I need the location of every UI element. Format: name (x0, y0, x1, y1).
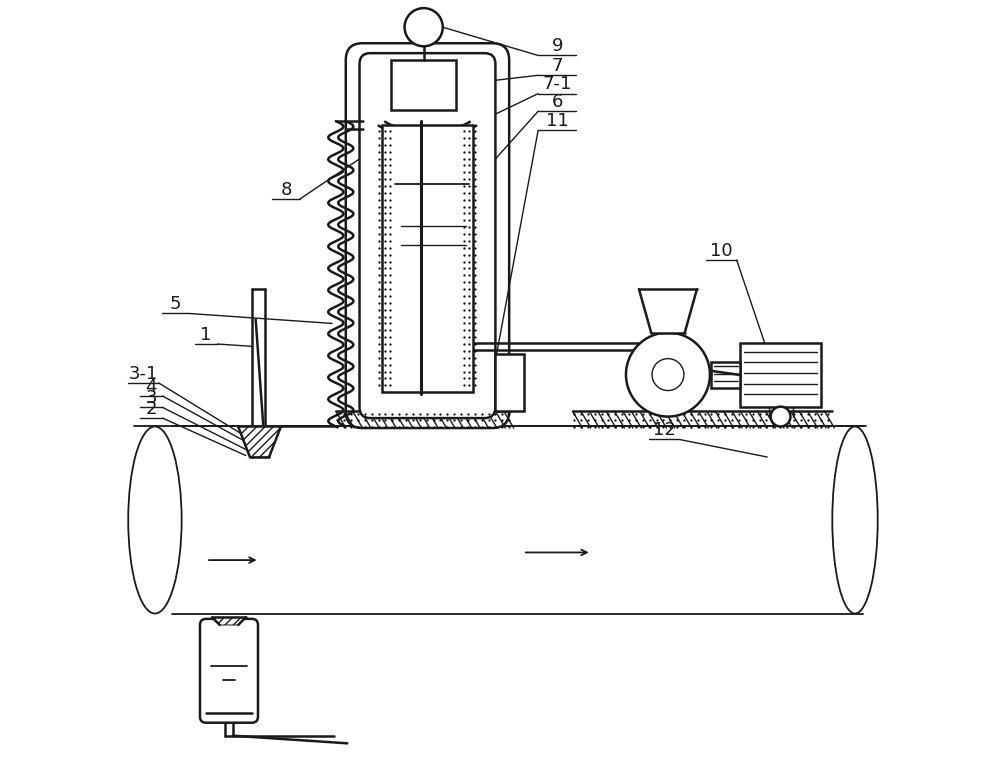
Polygon shape (238, 427, 281, 457)
Text: 5: 5 (170, 295, 181, 313)
Bar (495, 354, 524, 411)
Circle shape (652, 358, 684, 391)
Bar (711, 361, 740, 388)
Ellipse shape (832, 427, 878, 614)
Text: 10: 10 (710, 242, 733, 260)
Text: 6: 6 (552, 93, 563, 111)
Circle shape (405, 8, 443, 46)
Bar (740, 342, 821, 408)
Text: 9: 9 (552, 37, 563, 55)
Text: 8: 8 (281, 181, 292, 199)
Ellipse shape (128, 427, 182, 614)
Ellipse shape (626, 332, 710, 417)
Text: 7: 7 (552, 57, 563, 75)
Polygon shape (639, 289, 697, 332)
Polygon shape (212, 618, 246, 625)
FancyBboxPatch shape (200, 619, 258, 723)
Bar (391, 60, 456, 110)
Circle shape (771, 407, 790, 427)
Bar (382, 125, 473, 392)
FancyBboxPatch shape (346, 43, 509, 428)
FancyBboxPatch shape (360, 53, 495, 418)
Text: 7-1: 7-1 (543, 75, 572, 94)
Text: 11: 11 (546, 112, 569, 130)
Text: 1: 1 (200, 326, 212, 344)
Text: 3-1: 3-1 (129, 365, 158, 383)
Text: 2: 2 (145, 400, 157, 418)
Text: 3: 3 (145, 389, 157, 408)
Text: 12: 12 (653, 421, 676, 439)
Text: 4: 4 (145, 378, 157, 396)
